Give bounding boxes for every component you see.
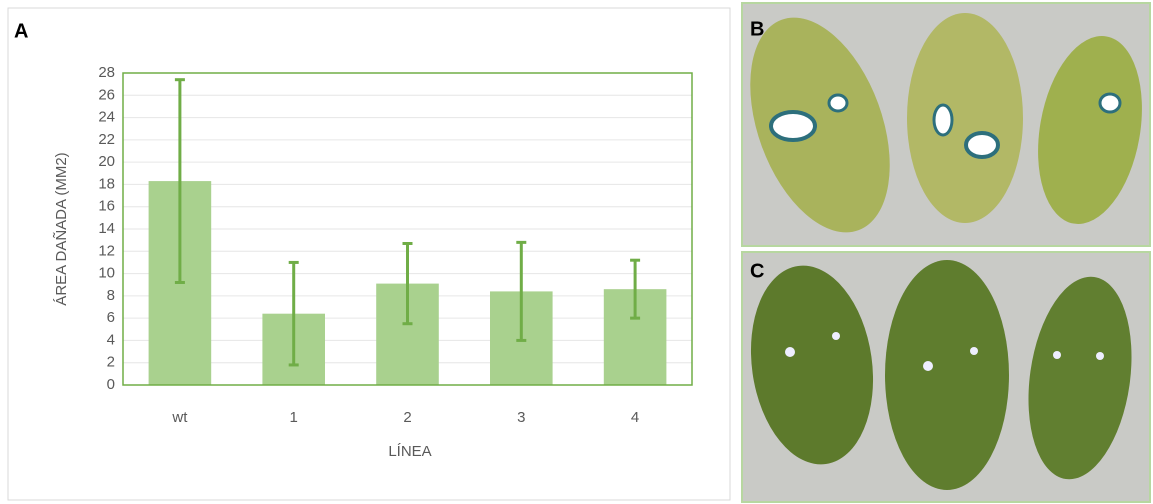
y-tick-label: 22 bbox=[98, 131, 115, 148]
photo-c: C bbox=[739, 252, 1150, 502]
x-tick-label: 3 bbox=[517, 409, 525, 426]
y-tick-label: 14 bbox=[98, 220, 115, 237]
page: A B C LÍNEA ÁREA DAÑADA (MM2) 0246810121… bbox=[0, 0, 1153, 504]
lesion bbox=[771, 112, 815, 140]
y-tick-label: 28 bbox=[98, 64, 115, 81]
y-tick-label: 24 bbox=[98, 109, 115, 126]
wound bbox=[785, 347, 795, 357]
y-tick-label: 4 bbox=[107, 331, 115, 348]
figure: A B C LÍNEA ÁREA DAÑADA (MM2) 0246810121… bbox=[0, 0, 1153, 504]
y-tick-label: 26 bbox=[98, 86, 115, 103]
y-tick-label: 18 bbox=[98, 175, 115, 192]
photo-b: B bbox=[723, 0, 1153, 251]
y-tick-label: 16 bbox=[98, 198, 115, 215]
wound bbox=[1096, 352, 1104, 360]
y-axis-label: ÁREA DAÑADA (MM2) bbox=[53, 152, 70, 305]
wound bbox=[1053, 351, 1061, 359]
leaf bbox=[907, 13, 1023, 223]
y-tick-label: 6 bbox=[107, 309, 115, 326]
y-tick-label: 12 bbox=[98, 242, 115, 259]
panel-a-frame bbox=[8, 8, 730, 500]
lesion bbox=[966, 133, 998, 157]
panel-label: B bbox=[750, 18, 764, 40]
panel-label: A bbox=[14, 20, 28, 42]
y-tick-label: 20 bbox=[98, 153, 115, 170]
y-tick-label: 8 bbox=[107, 287, 115, 304]
y-tick-label: 2 bbox=[107, 354, 115, 371]
lesion bbox=[829, 95, 847, 111]
leaf bbox=[885, 260, 1009, 490]
y-tick-label: 0 bbox=[107, 376, 115, 393]
wound bbox=[832, 332, 840, 340]
x-tick-label: 1 bbox=[290, 409, 298, 426]
wound bbox=[970, 347, 978, 355]
lesion bbox=[934, 105, 952, 135]
wound bbox=[923, 361, 933, 371]
y-tick-label: 10 bbox=[98, 265, 115, 282]
x-tick-label: 2 bbox=[403, 409, 411, 426]
x-tick-label: 4 bbox=[631, 409, 639, 426]
lesion bbox=[1100, 94, 1120, 112]
panel-label: C bbox=[750, 260, 764, 282]
x-tick-label: wt bbox=[171, 409, 188, 426]
x-axis-label: LÍNEA bbox=[388, 443, 431, 460]
